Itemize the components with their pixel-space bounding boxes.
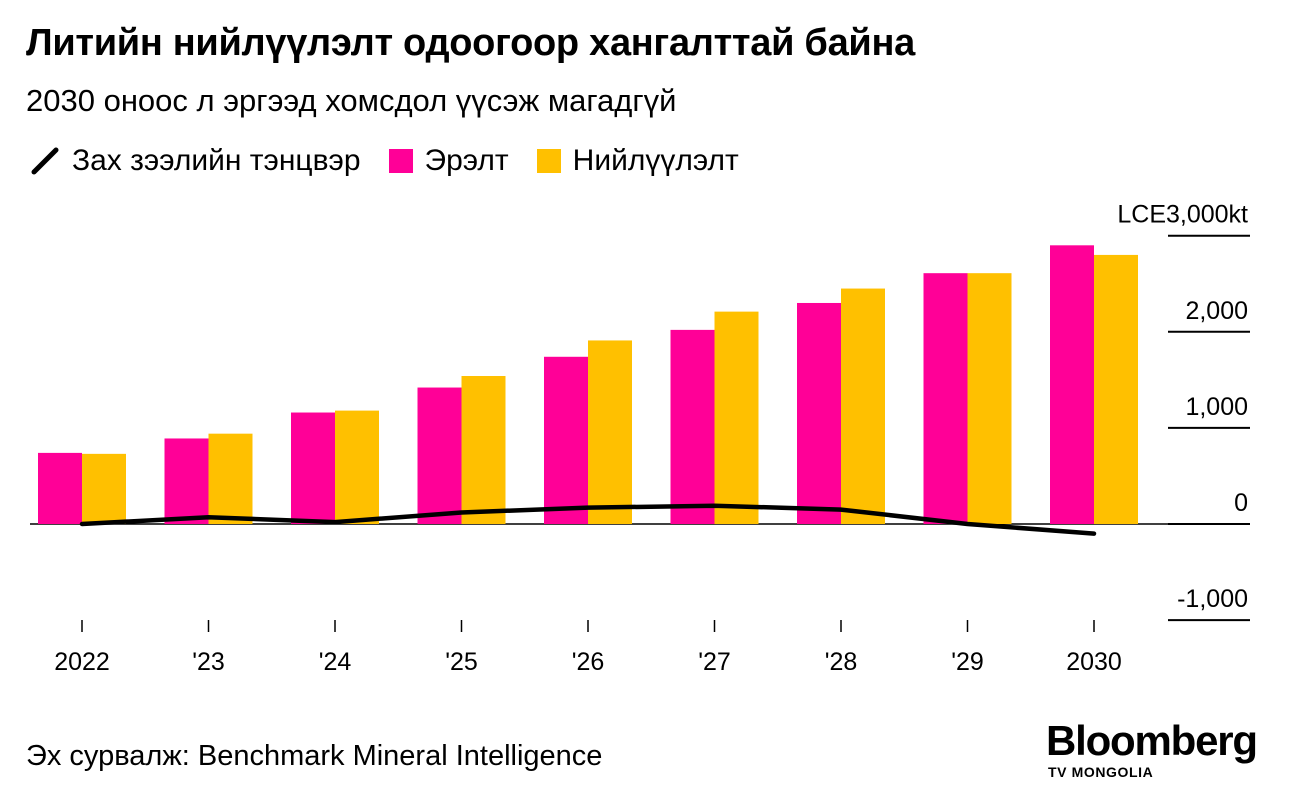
brand-subname: TV MONGOLIA xyxy=(1048,764,1154,780)
supply-bar xyxy=(82,453,126,524)
legend-item-demand: Эрэлт xyxy=(388,144,509,178)
source-note: Эх сурвалж: Benchmark Mineral Intelligen… xyxy=(26,740,603,772)
brand-logo: Bloomberg TV MONGOLIA xyxy=(1046,717,1258,781)
chart-subtitle: 2030 оноос л эргээд хомсдол үүсэж магадг… xyxy=(26,83,677,118)
legend: Зах зээлийн тэнцвэр Эрэлт Нийлүүлэлт xyxy=(30,141,767,181)
legend-label-supply: Нийлүүлэлт xyxy=(572,144,739,177)
balance-line xyxy=(79,503,1097,536)
supply-bar xyxy=(1094,254,1138,525)
x-tick-label: '25 xyxy=(445,648,478,676)
supply-bar xyxy=(461,376,506,524)
demand-bar xyxy=(291,412,335,524)
brand-name: Bloomberg xyxy=(1046,717,1258,764)
x-tick-label: '27 xyxy=(698,648,731,676)
demand-bar xyxy=(670,329,715,524)
x-tick-label: '24 xyxy=(319,648,352,676)
y-tick-label: 2,000 xyxy=(1185,297,1248,325)
y-tick-label: 0 xyxy=(1234,489,1248,517)
demand-bar xyxy=(164,438,209,524)
x-tick-label: '26 xyxy=(572,648,605,676)
supply-bar xyxy=(714,311,759,524)
demand-bar xyxy=(1050,245,1094,524)
supply-bar xyxy=(208,433,253,524)
x-tick-label: '29 xyxy=(951,648,984,676)
line-legend-icon xyxy=(31,147,59,175)
chart-title: Литийн нийлүүлэлт одоогоор хангалттай ба… xyxy=(26,22,915,64)
legend-label-balance: Зах зээлийн тэнцвэр xyxy=(72,144,361,177)
x-tick-label: 2022 xyxy=(54,648,110,676)
demand-bar xyxy=(38,452,82,524)
supply-bar xyxy=(967,273,1012,524)
supply-bar xyxy=(841,288,885,524)
supply-swatch-icon xyxy=(536,149,561,173)
y-tick-label: 1,000 xyxy=(1185,393,1248,421)
demand-bar xyxy=(923,273,968,524)
y-tick-label: LCE3,000kt xyxy=(1117,201,1248,229)
demand-bar xyxy=(544,356,588,524)
x-tick-label: '28 xyxy=(825,648,858,676)
demand-bar xyxy=(417,387,462,524)
legend-item-supply: Нийлүүлэлт xyxy=(536,144,739,178)
demand-bar xyxy=(797,302,841,524)
y-tick-label: -1,000 xyxy=(1177,585,1248,613)
supply-bar xyxy=(588,340,632,524)
supply-bar xyxy=(335,410,379,524)
demand-swatch-icon xyxy=(388,149,413,173)
x-tick-label: 2030 xyxy=(1066,648,1122,676)
legend-label-demand: Эрэлт xyxy=(424,144,509,177)
legend-item-balance: Зах зээлийн тэнцвэр xyxy=(30,144,361,178)
x-tick-label: '23 xyxy=(192,648,225,676)
